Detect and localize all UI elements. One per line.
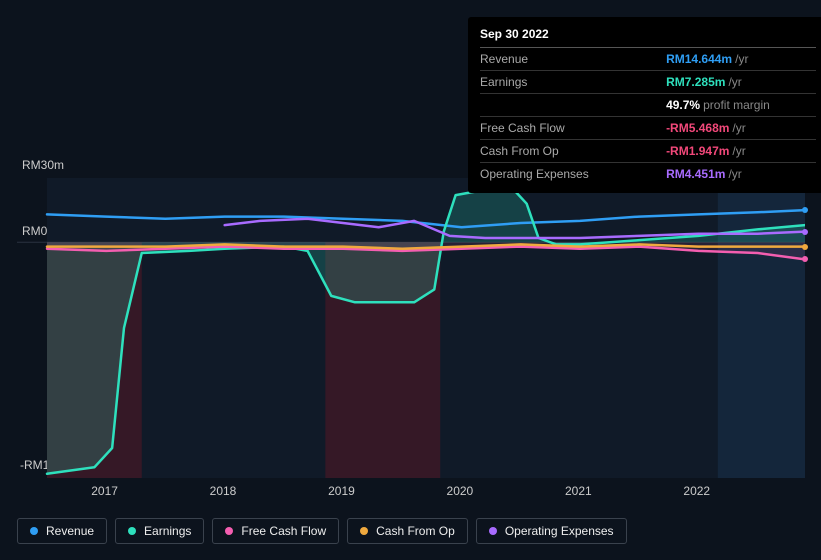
legend-dot-icon	[360, 527, 368, 535]
tooltip-row-label: Revenue	[480, 48, 666, 71]
tooltip-row: Cash From Op-RM1.947m/yr	[480, 140, 816, 163]
legend-dot-icon	[128, 527, 136, 535]
series-end-dot-icon	[802, 229, 808, 235]
tooltip-row: 49.7%profit margin	[480, 94, 816, 117]
tooltip-row-value: RM4.451m/yr	[666, 163, 816, 186]
x-axis-tick: 2017	[91, 484, 118, 498]
series-end-dot-icon	[802, 207, 808, 213]
tooltip-row-label: Cash From Op	[480, 140, 666, 163]
financials-chart[interactable]	[17, 178, 805, 478]
chart-legend: Revenue Earnings Free Cash Flow Cash From O…	[17, 518, 627, 544]
legend-item-operating-expenses[interactable]: Operating Expenses	[476, 518, 627, 544]
tooltip-row: RevenueRM14.644m/yr	[480, 48, 816, 71]
x-axis-tick: 2021	[565, 484, 592, 498]
tooltip-row-value: 49.7%profit margin	[666, 94, 816, 117]
legend-item-earnings[interactable]: Earnings	[115, 518, 204, 544]
legend-item-label: Earnings	[144, 524, 191, 538]
tooltip-row-label: Operating Expenses	[480, 163, 666, 186]
tooltip-row: Free Cash Flow-RM5.468m/yr	[480, 117, 816, 140]
tooltip-row-value: RM14.644m/yr	[666, 48, 816, 71]
y-axis-label-max: RM30m	[22, 158, 64, 172]
tooltip-row: EarningsRM7.285m/yr	[480, 71, 816, 94]
series-end-dot-icon	[802, 244, 808, 250]
tooltip-row-value: RM7.285m/yr	[666, 71, 816, 94]
x-axis-tick: 2018	[210, 484, 237, 498]
x-axis-tick: 2019	[328, 484, 355, 498]
legend-dot-icon	[225, 527, 233, 535]
legend-item-label: Revenue	[46, 524, 94, 538]
x-axis: 2017 2018 2019 2020 2021 2022	[17, 484, 805, 500]
legend-item-label: Cash From Op	[376, 524, 455, 538]
tooltip-date: Sep 30 2022	[480, 25, 816, 47]
legend-item-label: Free Cash Flow	[241, 524, 326, 538]
legend-item-revenue[interactable]: Revenue	[17, 518, 107, 544]
chart-tooltip: Sep 30 2022 RevenueRM14.644m/yrEarningsR…	[468, 17, 821, 193]
tooltip-row-label: Earnings	[480, 71, 666, 94]
tooltip-row: Operating ExpensesRM4.451m/yr	[480, 163, 816, 186]
legend-dot-icon	[30, 527, 38, 535]
tooltip-row-label	[480, 94, 666, 117]
legend-item-free-cash-flow[interactable]: Free Cash Flow	[212, 518, 339, 544]
x-axis-tick: 2020	[447, 484, 474, 498]
tooltip-row-value: -RM1.947m/yr	[666, 140, 816, 163]
series-end-dot-icon	[802, 256, 808, 262]
legend-item-label: Operating Expenses	[505, 524, 614, 538]
legend-dot-icon	[489, 527, 497, 535]
tooltip-row-label: Free Cash Flow	[480, 117, 666, 140]
x-axis-tick: 2022	[683, 484, 710, 498]
legend-item-cash-from-op[interactable]: Cash From Op	[347, 518, 468, 544]
tooltip-row-value: -RM5.468m/yr	[666, 117, 816, 140]
